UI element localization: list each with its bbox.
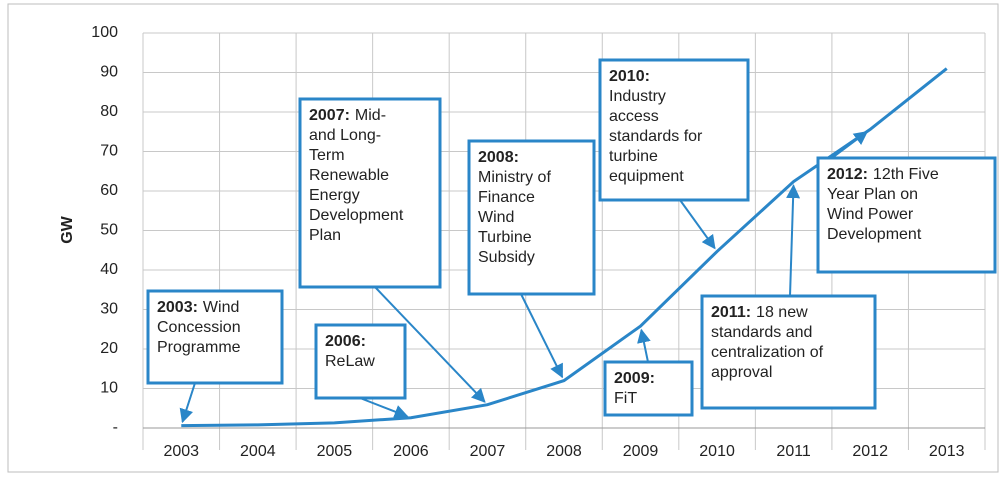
annotation-box bbox=[816, 156, 997, 274]
y-tick-label: 90 bbox=[100, 64, 118, 81]
annotation-text: Programme bbox=[157, 339, 241, 356]
annotation-arrow bbox=[520, 293, 564, 379]
annotation: 2011: 18 new standards and centralization o… bbox=[700, 184, 877, 410]
annotation-text: Wind bbox=[478, 209, 514, 226]
annotation-text: Ministry of bbox=[478, 169, 551, 186]
annotation: 2008: Ministry of Finance Wind Turbine Subsid… bbox=[467, 139, 596, 379]
x-tick-label: 2005 bbox=[317, 443, 353, 460]
annotation-arrow bbox=[179, 382, 196, 424]
annotation-text: Energy bbox=[309, 187, 360, 204]
y-tick-label: 20 bbox=[100, 340, 118, 357]
y-axis-label: GW bbox=[59, 215, 76, 243]
x-tick-label: 2007 bbox=[470, 443, 506, 460]
annotation-text: and Long- bbox=[309, 127, 381, 144]
x-tick-label: 2006 bbox=[393, 443, 429, 460]
annotation-text: Plan bbox=[309, 227, 341, 244]
annotation-text: 18 new bbox=[756, 304, 808, 321]
annotation-label: 2011: bbox=[711, 304, 751, 321]
annotation-text: access bbox=[609, 108, 659, 125]
annotation-arrow bbox=[374, 286, 486, 403]
annotation-text: Wind Power bbox=[827, 206, 914, 223]
annotation: 2012: 12th Five Year Plan on Wind Power Deve… bbox=[816, 130, 997, 274]
x-tick-label: 2009 bbox=[623, 443, 659, 460]
annotation-text: standards and bbox=[711, 324, 812, 341]
annotation-text: Development bbox=[827, 226, 922, 243]
chart-frame bbox=[7, 3, 999, 473]
annotation: 2007: Mid-and Long- Term Renewable Energy Dev… bbox=[298, 97, 486, 403]
x-tick-label: 2004 bbox=[240, 443, 276, 460]
annotation-text: Industry bbox=[609, 88, 666, 105]
annotation: 2010: Industry access standards for turbine e… bbox=[598, 58, 750, 250]
annotation-text: Renewable bbox=[309, 167, 389, 184]
annotation: 2003: Wind Concession Programme bbox=[146, 289, 284, 424]
annotation-box bbox=[467, 139, 596, 296]
annotation-text: Development bbox=[309, 207, 404, 224]
x-tick-label: 2010 bbox=[699, 443, 735, 460]
annotation-text: standards for bbox=[609, 128, 703, 145]
x-tick-label: 2008 bbox=[546, 443, 582, 460]
annotation-label: 2003: bbox=[157, 299, 198, 316]
x-tick-label: 2012 bbox=[852, 443, 888, 460]
y-tick-label: 10 bbox=[100, 380, 118, 397]
annotation: 2006: ReLaw bbox=[314, 323, 409, 419]
annotation-text: ReLaw bbox=[325, 353, 375, 370]
annotation-arrow bbox=[831, 130, 869, 159]
annotation-arrow bbox=[786, 184, 801, 297]
y-tick-label: 40 bbox=[100, 261, 118, 278]
annotation-text: approval bbox=[711, 364, 772, 381]
annotation-label: 2012: bbox=[827, 166, 868, 183]
annotation-label: 2008: bbox=[478, 149, 519, 166]
annotation-label: 2009: bbox=[614, 370, 655, 387]
annotation-label: 2007: bbox=[309, 107, 350, 124]
y-tick-label: 30 bbox=[100, 301, 118, 318]
annotation-box bbox=[146, 289, 284, 385]
annotation-arrow bbox=[637, 328, 651, 363]
annotation-text: equipment bbox=[609, 168, 684, 185]
annotation-text: Term bbox=[309, 147, 345, 164]
annotation-text: Finance bbox=[478, 189, 535, 206]
annotation-text: Mid- bbox=[355, 107, 386, 124]
x-tick-label: 2011 bbox=[776, 443, 811, 460]
y-tick-label: 80 bbox=[100, 103, 118, 120]
annotation-text: turbine bbox=[609, 148, 658, 165]
annotation-text: Year Plan on bbox=[827, 186, 918, 203]
annotation-text: Turbine bbox=[478, 229, 532, 246]
annotation-text: 12th Five bbox=[873, 166, 939, 183]
y-tick-label: 70 bbox=[100, 143, 118, 160]
annotation-text: centralization of bbox=[711, 344, 824, 361]
annotation-box bbox=[700, 294, 877, 410]
annotation-arrow bbox=[679, 199, 716, 250]
annotation-label: 2006: bbox=[325, 333, 366, 350]
y-tick-label: 60 bbox=[100, 182, 118, 199]
annotation-arrow bbox=[359, 397, 409, 419]
annotation-box bbox=[298, 97, 442, 289]
x-tick-label: 2003 bbox=[163, 443, 199, 460]
x-tick-label: 2013 bbox=[929, 443, 965, 460]
annotation-label: 2010: bbox=[609, 68, 650, 85]
y-tick-label: 100 bbox=[91, 24, 118, 41]
y-tick-label: - bbox=[113, 419, 118, 436]
annotation-text: Subsidy bbox=[478, 249, 535, 266]
annotation-box bbox=[598, 58, 750, 202]
annotation-text: Wind bbox=[203, 299, 239, 316]
annotation-box bbox=[314, 323, 407, 400]
annotation: 2009: FiT bbox=[603, 328, 694, 417]
annotation-text: FiT bbox=[614, 390, 637, 407]
annotation-box bbox=[603, 360, 694, 417]
annotation-text: Concession bbox=[157, 319, 241, 336]
y-tick-label: 50 bbox=[100, 222, 118, 239]
